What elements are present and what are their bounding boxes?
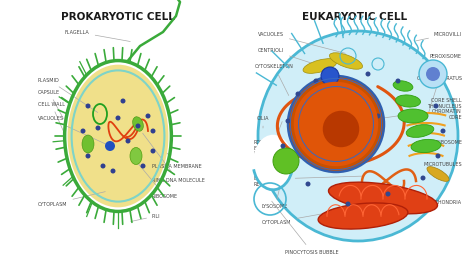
Text: CENTRIOLI: CENTRIOLI bbox=[258, 47, 333, 70]
Circle shape bbox=[281, 144, 285, 149]
Text: PILI: PILI bbox=[131, 213, 161, 221]
Ellipse shape bbox=[82, 135, 94, 153]
Text: CORE SHELL
THE NUCLEUS
CHROMATIN
CORE: CORE SHELL THE NUCLEUS CHROMATIN CORE bbox=[380, 98, 462, 120]
Circle shape bbox=[440, 129, 446, 133]
Text: MICROVILLI: MICROVILLI bbox=[416, 32, 462, 41]
Text: MICROTUBULES: MICROTUBULES bbox=[423, 161, 462, 174]
Ellipse shape bbox=[303, 59, 337, 73]
Text: CAPSULE: CAPSULE bbox=[38, 90, 64, 119]
Text: SMOOTH
ENDOPLASMIC
RETICULUM: SMOOTH ENDOPLASMIC RETICULUM bbox=[254, 171, 363, 187]
Circle shape bbox=[100, 164, 106, 169]
Ellipse shape bbox=[395, 95, 420, 107]
Text: CILIA: CILIA bbox=[257, 116, 270, 128]
Circle shape bbox=[419, 60, 447, 88]
Ellipse shape bbox=[411, 139, 441, 153]
Text: RIBOSOME: RIBOSOME bbox=[138, 163, 178, 198]
Text: CELL WALL: CELL WALL bbox=[38, 101, 65, 132]
Text: MITOCHONDRIA: MITOCHONDRIA bbox=[416, 199, 462, 204]
Circle shape bbox=[321, 67, 339, 85]
Text: LYSOSOME: LYSOSOME bbox=[262, 164, 288, 210]
Circle shape bbox=[285, 118, 291, 124]
Ellipse shape bbox=[398, 109, 428, 123]
Circle shape bbox=[151, 149, 155, 153]
Text: CYTOSKELETON: CYTOSKELETON bbox=[255, 64, 294, 96]
Circle shape bbox=[306, 181, 310, 187]
Circle shape bbox=[126, 138, 130, 144]
Circle shape bbox=[116, 116, 120, 121]
Circle shape bbox=[420, 176, 426, 181]
Text: PEROXISOME: PEROXISOME bbox=[430, 53, 462, 72]
Text: CYTOPLASM: CYTOPLASM bbox=[38, 192, 105, 207]
Circle shape bbox=[140, 164, 146, 169]
Ellipse shape bbox=[393, 81, 413, 91]
Circle shape bbox=[434, 104, 438, 109]
Circle shape bbox=[385, 192, 391, 196]
Ellipse shape bbox=[329, 53, 363, 69]
Ellipse shape bbox=[130, 147, 142, 164]
Text: PLASMA MEMBRANE: PLASMA MEMBRANE bbox=[152, 153, 202, 169]
Circle shape bbox=[294, 82, 378, 166]
Circle shape bbox=[110, 169, 116, 173]
Circle shape bbox=[313, 78, 319, 84]
Text: EUKARYOTIC CELL: EUKARYOTIC CELL bbox=[302, 12, 408, 22]
Circle shape bbox=[375, 113, 381, 118]
Circle shape bbox=[146, 113, 151, 118]
Circle shape bbox=[95, 125, 100, 130]
Ellipse shape bbox=[258, 31, 458, 241]
Ellipse shape bbox=[406, 125, 434, 137]
Text: GOLGI APPARATUS: GOLGI APPARATUS bbox=[417, 76, 462, 118]
Ellipse shape bbox=[253, 135, 293, 190]
Ellipse shape bbox=[427, 167, 449, 181]
Circle shape bbox=[105, 141, 115, 151]
Text: FREE RIBOSOME: FREE RIBOSOME bbox=[422, 134, 462, 144]
Circle shape bbox=[346, 201, 350, 207]
Text: PROKARYOTIC CELL: PROKARYOTIC CELL bbox=[61, 12, 175, 22]
Text: PLASMID: PLASMID bbox=[38, 78, 98, 112]
Ellipse shape bbox=[318, 203, 408, 229]
Text: FLAGELLA: FLAGELLA bbox=[65, 30, 130, 41]
Ellipse shape bbox=[67, 65, 168, 207]
Text: VACUOLES: VACUOLES bbox=[38, 116, 108, 145]
Ellipse shape bbox=[328, 182, 438, 214]
Circle shape bbox=[85, 153, 91, 158]
Text: CYTOPLASM: CYTOPLASM bbox=[262, 212, 335, 224]
Circle shape bbox=[136, 124, 140, 129]
Text: ROUGH
ENDOPLASMIC
RETICULUM: ROUGH ENDOPLASMIC RETICULUM bbox=[254, 122, 290, 156]
Circle shape bbox=[395, 78, 401, 84]
Text: RING DNA MOLECULE: RING DNA MOLECULE bbox=[143, 133, 205, 184]
Circle shape bbox=[426, 67, 440, 81]
Circle shape bbox=[85, 104, 91, 109]
Circle shape bbox=[120, 98, 126, 104]
Text: VACUOLES: VACUOLES bbox=[258, 32, 346, 53]
Ellipse shape bbox=[133, 117, 143, 131]
Circle shape bbox=[323, 111, 359, 147]
Circle shape bbox=[436, 153, 440, 158]
Circle shape bbox=[288, 76, 384, 172]
Circle shape bbox=[350, 104, 356, 109]
Circle shape bbox=[81, 129, 85, 133]
Circle shape bbox=[365, 72, 371, 76]
Circle shape bbox=[151, 129, 155, 133]
Text: PINOCYTOSIS BUBBLE: PINOCYTOSIS BUBBLE bbox=[272, 201, 338, 255]
Circle shape bbox=[295, 92, 301, 96]
Circle shape bbox=[273, 148, 299, 174]
